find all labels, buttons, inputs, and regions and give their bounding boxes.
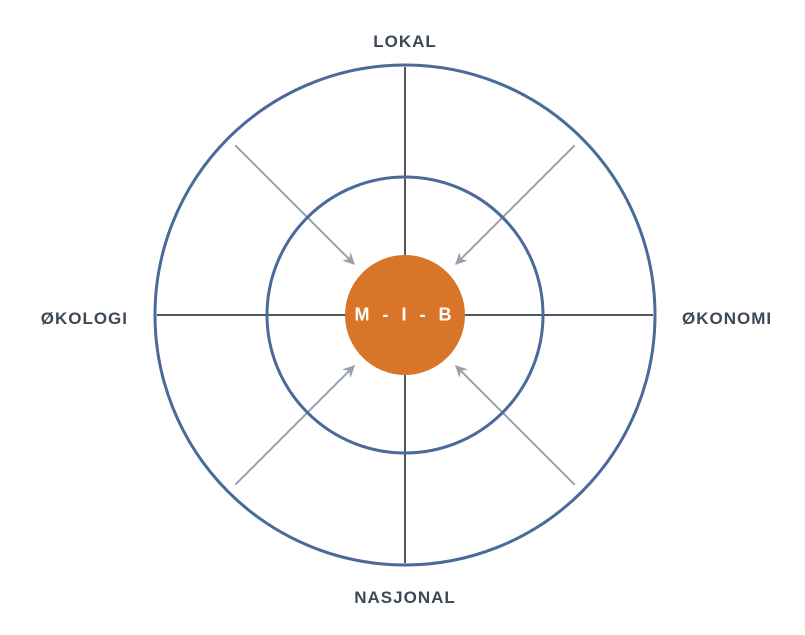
label-bottom: NASJONAL xyxy=(354,588,456,608)
label-top: LOKAL xyxy=(373,32,437,52)
center-label: M - I - B xyxy=(355,305,456,326)
label-right: ØKONOMI xyxy=(682,309,772,329)
radial-diagram: LOKAL NASJONAL ØKOLOGI ØKONOMI M - I - B xyxy=(0,0,805,635)
label-left: ØKOLOGI xyxy=(41,309,128,329)
